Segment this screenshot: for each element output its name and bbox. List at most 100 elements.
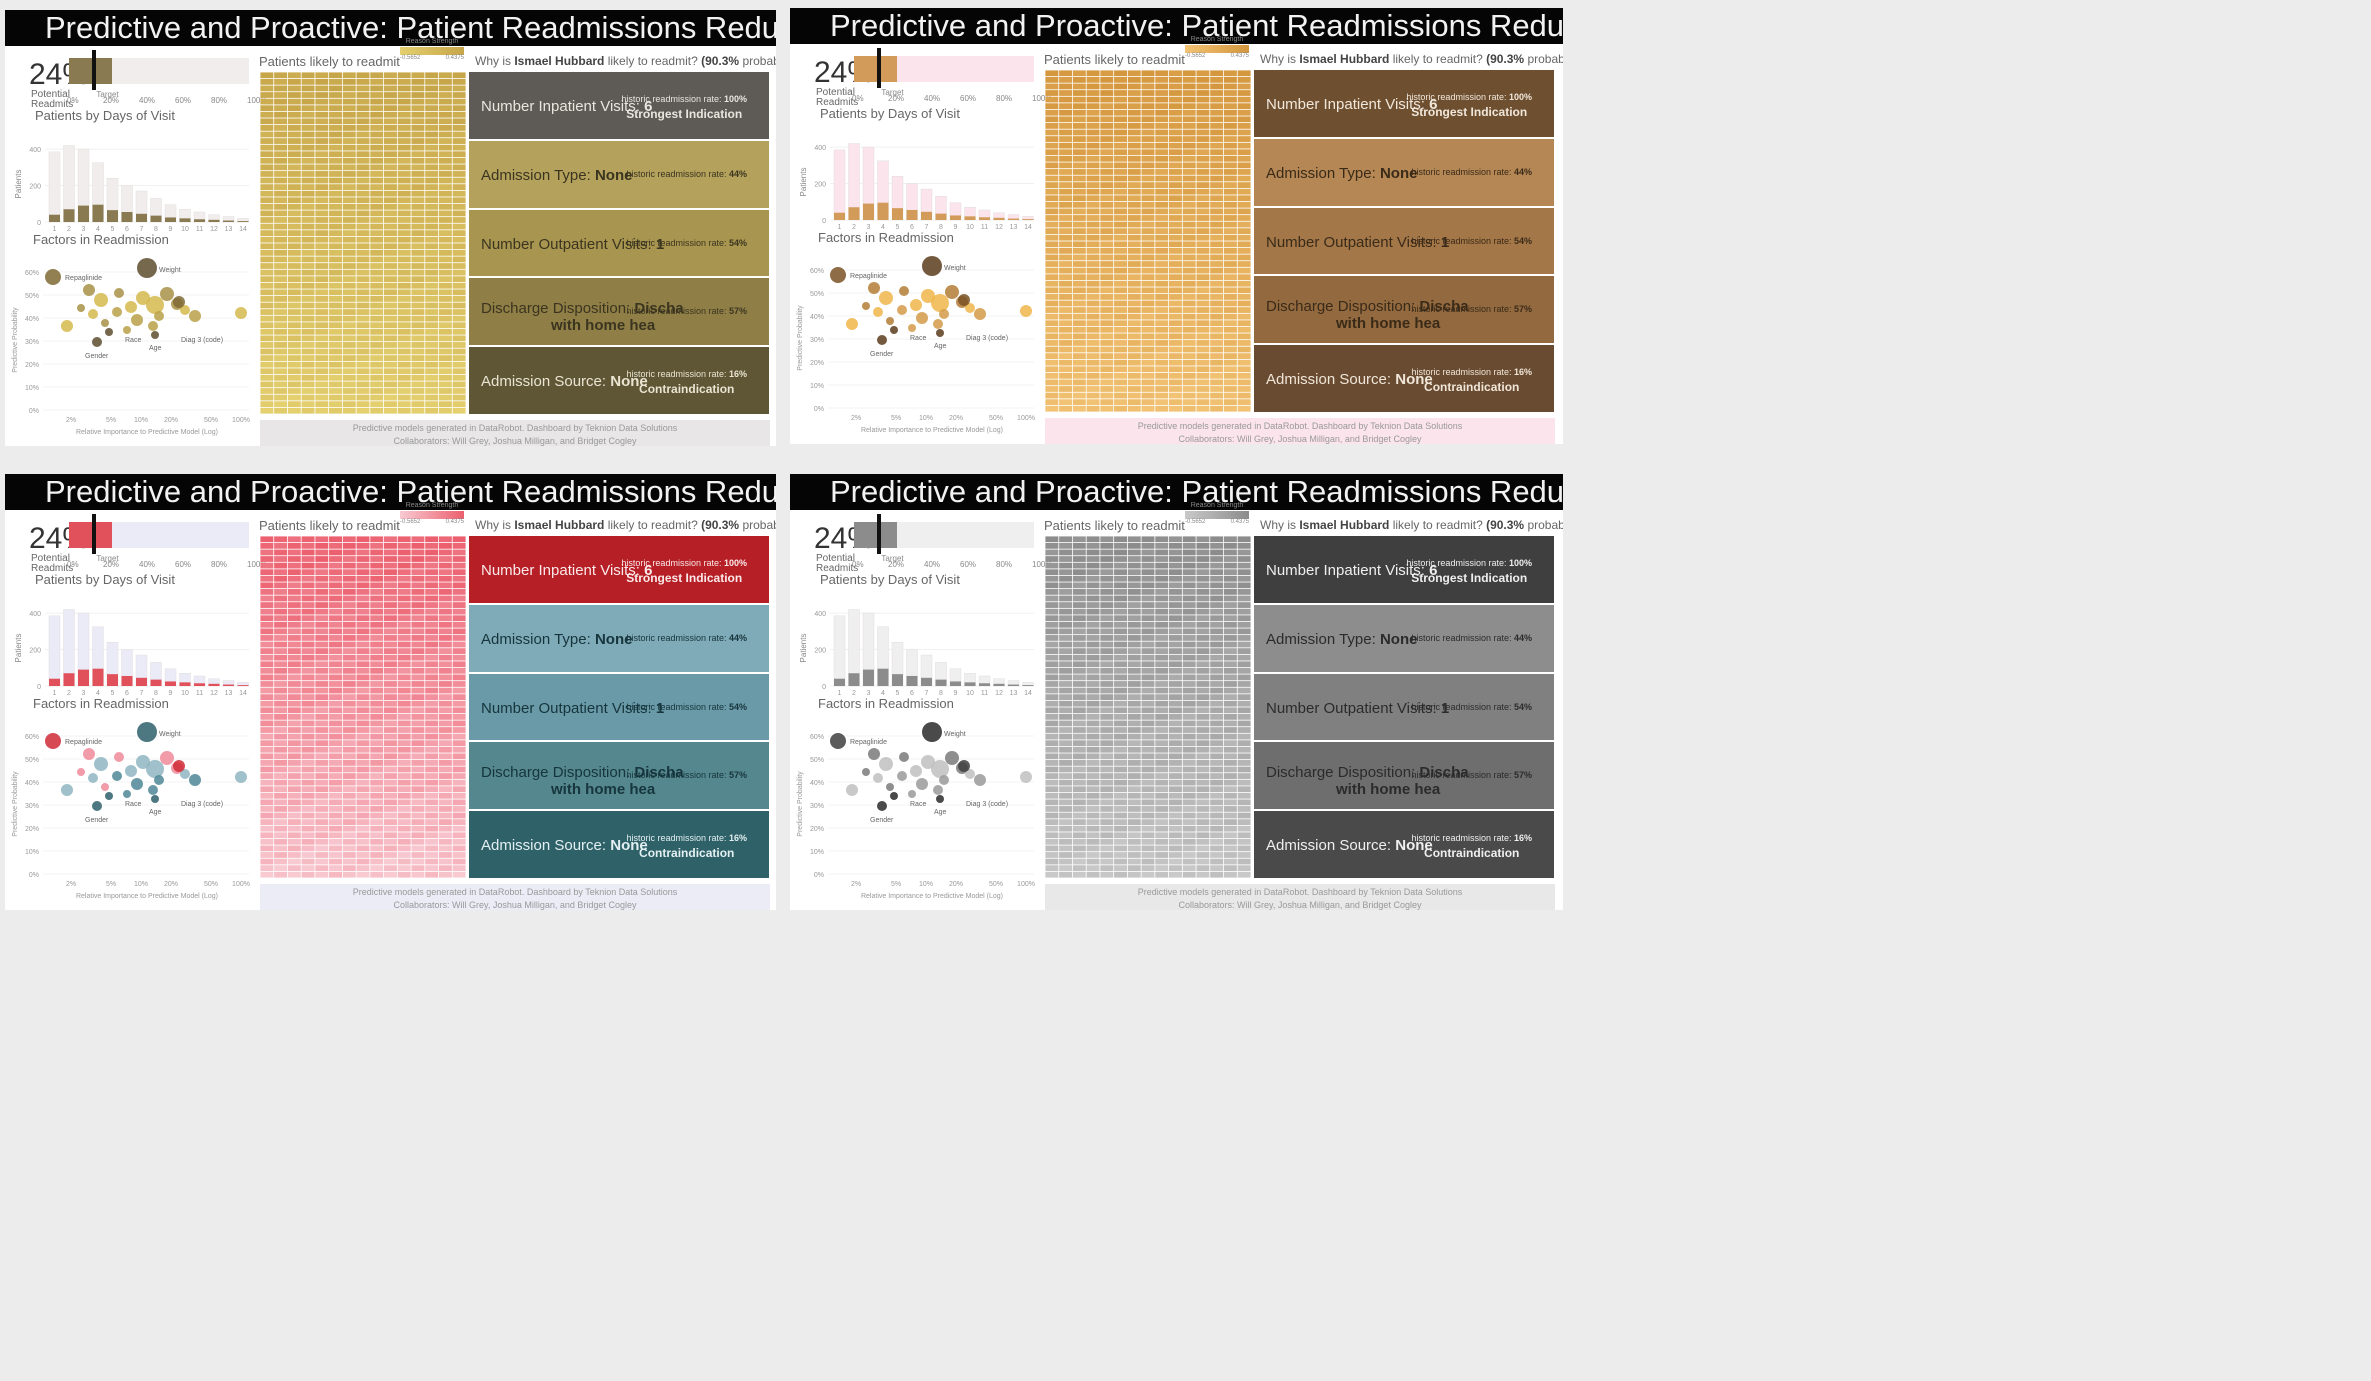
factor-rate-text: historic readmission rate: [1411,304,1514,315]
factor-value: None [1379,164,1418,182]
factor-bubble-label: Age [149,809,162,816]
factor-bubble [94,293,108,307]
factors-chart-xtick: 5% [891,881,901,888]
factor-card[interactable]: Admission Source: None historic readmissi… [469,347,769,414]
factor-rate-text: historic readmission rate: [1411,166,1514,177]
factors-chart-ytick: 10% [810,383,824,390]
kpi-axis-tick: 40% [924,94,941,103]
factor-rate-text: historic readmission rate: [1411,833,1514,844]
factor-label: Number Outpatient Visits: 1 [481,236,664,253]
days-chart-xtick: 9 [169,226,173,233]
kpi-axis-tick: 100% [1032,94,1053,103]
factor-card[interactable]: Discharge Disposition: Discha with home h… [1254,742,1554,810]
factor-card[interactable]: Admission Type: None historic readmission… [469,140,769,208]
factor-rate: historic readmission rate: 100% Strongest… [1406,558,1532,585]
factor-name: Number Inpatient Visits: [481,562,645,579]
why-patient-name[interactable]: Ismael Hubbard [1299,52,1390,66]
kpi-axis-tick: 100% [247,560,268,569]
factor-card[interactable]: Number Outpatient Visits: 1 historic read… [1254,673,1554,741]
factor-bubble [958,760,970,772]
factor-bubble [939,309,949,319]
factor-bubble [873,773,883,783]
factor-bubble [148,321,158,331]
why-readmit-question: Why is Ismael Hubbard likely to readmit?… [475,518,776,532]
factor-rate-value: 54% [728,701,747,712]
factor-card[interactable]: Discharge Disposition: Discha with home h… [1254,276,1554,344]
factor-card[interactable]: Admission Source: None historic readmissi… [1254,811,1554,878]
factor-card[interactable]: Admission Type: None historic readmission… [1254,604,1554,672]
factor-bubble [846,318,858,330]
factor-bubble [877,801,887,811]
factor-bubble [933,785,943,795]
factor-bubble [931,294,949,312]
factor-bubble [173,760,185,772]
dashboard-footer: Predictive models generated in DataRobot… [260,420,770,446]
days-bar-readmit [1008,218,1019,220]
days-bar-readmit [78,669,89,686]
factor-value-line2: with home hea [1336,315,1441,333]
factors-chart-xlabel: Relative Importance to Predictive Model … [76,893,218,900]
factor-card[interactable]: Number Inpatient Visits: 6 historic readm… [1254,536,1554,603]
factors-chart-ytick: 50% [25,293,39,300]
factors-chart-xtick: 10% [134,417,148,424]
factor-card[interactable]: Discharge Disposition: Discha with home h… [469,742,769,810]
days-chart-xtick: 3 [82,690,86,697]
factor-card[interactable]: Number Inpatient Visits: 6 historic readm… [469,72,769,139]
factor-label: Number Inpatient Visits: 6 [481,98,652,115]
factors-chart-ytick: 60% [810,268,824,275]
days-bar-readmit [92,668,104,686]
why-patient-name[interactable]: Ismael Hubbard [514,518,605,532]
days-bar-readmit [237,685,249,686]
why-probability: (90.3% [1486,52,1525,66]
days-chart-xtick: 14 [1024,224,1032,231]
days-chart-xtick: 5 [111,690,115,697]
factor-label: Discharge Disposition: Discha with home h… [481,764,684,798]
why-patient-name[interactable]: Ismael Hubbard [1299,518,1390,532]
heatmap-legend-gradient [400,511,464,519]
footer-line1: Predictive models generated in DataRobot… [352,887,678,897]
factor-card[interactable]: Admission Source: None historic readmissi… [1254,345,1554,412]
why-patient-name[interactable]: Ismael Hubbard [514,54,605,68]
footer-line2: Collaborators: Will Grey, Joshua Milliga… [393,436,637,446]
days-chart-ytick: 200 [29,648,41,655]
factor-label: Number Outpatient Visits: 1 [1266,700,1449,717]
factors-chart-ytick: 40% [810,314,824,321]
factor-bubble [886,317,894,325]
factor-card[interactable]: Number Inpatient Visits: 6 historic readm… [469,536,769,603]
heatmap-legend-min: -0.5652 [1185,53,1206,59]
days-bar-total [48,151,61,223]
factors-chart-xtick: 2% [66,417,76,424]
factor-bubble [83,748,95,760]
days-bar-readmit [1022,685,1034,686]
factor-bubble [101,783,109,791]
why-prefix: Why is [475,518,515,532]
factor-card[interactable]: Number Inpatient Visits: 6 historic readm… [1254,70,1554,137]
factor-rate-text: historic readmission rate: [626,237,729,248]
days-bar-readmit [136,677,147,686]
kpi-axis-tick: 40% [139,96,156,105]
factor-name: Admission Type: [1266,164,1380,182]
factor-bubble [936,329,944,337]
days-chart-ytick: 400 [814,145,826,152]
factor-name: Admission Type: [481,630,595,648]
factor-name: Discharge Disposition: [1266,298,1420,316]
dashboard-footer: Predictive models generated in DataRobot… [260,884,770,910]
days-chart-xtick: 7 [925,690,929,697]
factor-card[interactable]: Number Outpatient Visits: 1 historic read… [469,673,769,741]
patient-heatmap [260,72,466,414]
factor-bubble [125,301,137,313]
factor-card[interactable]: Admission Type: None historic readmission… [1254,138,1554,206]
factor-card[interactable]: Number Outpatient Visits: 1 historic read… [469,209,769,277]
factor-bubble [105,328,113,336]
factor-rate-value: 57% [1513,770,1532,781]
why-readmit-question: Why is Ismael Hubbard likely to readmit?… [1260,52,1563,66]
days-bar-readmit [63,673,75,686]
kpi-label: Potential Readmits [31,554,73,574]
readmission-factor-cards: Number Inpatient Visits: 6 historic readm… [1254,536,1554,880]
days-chart-title: Patients by Days of Visit [820,572,960,587]
factor-card[interactable]: Admission Source: None historic readmissi… [469,811,769,878]
factor-card[interactable]: Number Outpatient Visits: 1 historic read… [1254,207,1554,275]
factor-card[interactable]: Admission Type: None historic readmission… [469,604,769,672]
factor-label: Admission Type: None [481,631,632,648]
factor-card[interactable]: Discharge Disposition: Discha with home h… [469,278,769,346]
